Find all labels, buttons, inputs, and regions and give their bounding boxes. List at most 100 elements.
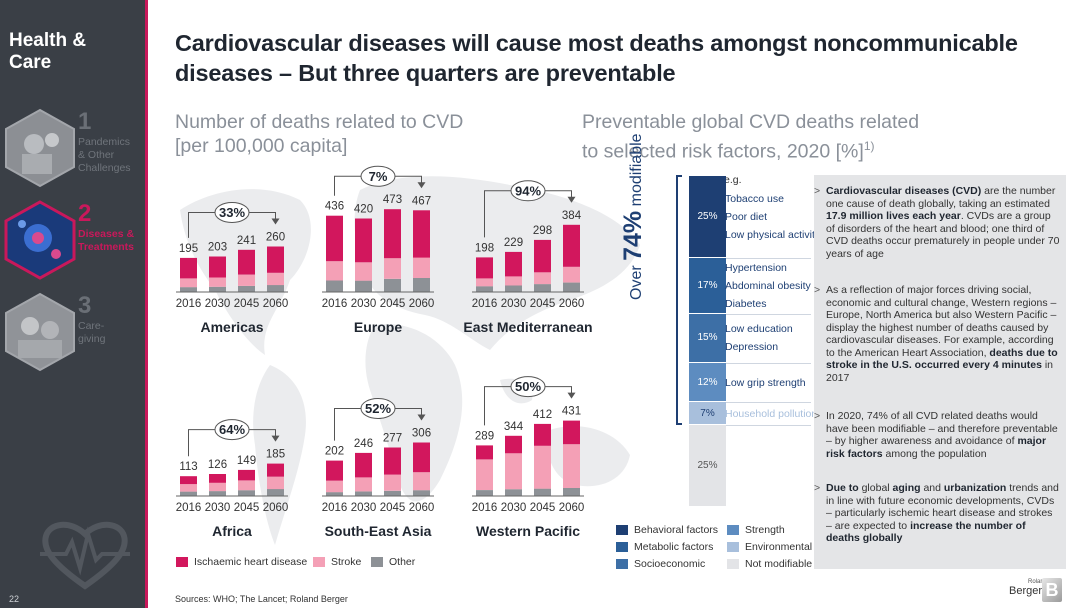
legend-swatch [176, 557, 188, 567]
right-subtitle: Preventable global CVD deaths related to… [582, 110, 919, 164]
risk-segment-environmental [689, 402, 726, 425]
sidebar-item-diseases[interactable]: 2 Diseases & Treatments [4, 200, 144, 280]
sidebar-item-label: Pandemics & Other Challenges [78, 136, 131, 174]
risk-factor-label: Abdominal obesity [725, 279, 811, 292]
risk-factor-label: Low physical activity [725, 229, 821, 241]
region-name: Western Pacific [476, 523, 580, 539]
bar-ischaemic-heart-disease [534, 423, 551, 446]
growth-badge [360, 397, 396, 419]
risk-separator [726, 402, 811, 404]
bar-total-label: 185 [266, 449, 285, 461]
bar-other [505, 489, 522, 496]
bar-stroke [326, 480, 343, 493]
x-tick-label: 2016 [322, 298, 348, 310]
risk-legend-item: Socioeconomic [616, 558, 705, 570]
footnote-marker: 1) [863, 139, 875, 153]
heartbeat-icon [40, 521, 130, 590]
region-name: Africa [212, 523, 252, 539]
sidebar-item-label: Diseases & Treatments [78, 228, 135, 253]
x-tick-label: 2045 [234, 298, 260, 310]
legend-swatch [616, 559, 628, 569]
bar-ischaemic-heart-disease [180, 257, 197, 279]
x-tick-label: 2030 [501, 298, 527, 310]
legend-label: Strength [745, 524, 785, 536]
bar-stroke [180, 484, 197, 492]
bar-stroke [355, 262, 372, 281]
risk-legend-item: Behavioral factors [616, 524, 718, 536]
bar-ischaemic-heart-disease [476, 445, 493, 460]
bar-ischaemic-heart-disease [413, 210, 430, 258]
bar-total-label: 277 [383, 433, 402, 445]
sidebar: Health & Care 1 Pandemics & Other Challe… [0, 0, 145, 608]
bar-ischaemic-heart-disease [267, 246, 284, 273]
bar-total-label: 420 [354, 204, 373, 216]
sidebar-item-caregiving[interactable]: 3 Care- giving [4, 292, 144, 372]
x-tick-label: 2060 [559, 502, 585, 514]
growth-label: 33% [219, 205, 245, 220]
note-text: Due to global aging and urbanization tre… [826, 482, 1059, 544]
bar-other [326, 280, 343, 292]
risk-factor-label: Poor diet [725, 211, 768, 223]
risk-segment-pct: 12% [697, 376, 718, 388]
bar-total-label: 473 [383, 194, 402, 206]
legend-ischaemic: Ischaemic heart disease [176, 556, 307, 568]
modifiable-label: Over 74% modifiable [619, 133, 648, 300]
growth-label: 7% [369, 169, 388, 184]
bar-other [267, 285, 284, 292]
bullet-arrow-icon: > [814, 185, 821, 197]
x-tick-label: 2016 [472, 502, 498, 514]
bar-other [238, 285, 255, 292]
risk-segment-socioeconomic [689, 313, 726, 362]
legend-label: Behavioral factors [634, 524, 719, 536]
region-name: East Mediterranean [463, 319, 592, 335]
bar-total-label: 203 [208, 242, 227, 254]
sidebar-item-number: 1 [78, 108, 92, 135]
bar-ischaemic-heart-disease [326, 460, 343, 481]
bar-other [384, 278, 401, 292]
bar-stroke [384, 474, 401, 491]
bar-other [476, 286, 493, 292]
note-item: > In 2020, 74% of all CVD related deaths … [814, 410, 1060, 460]
x-tick-label: 2045 [380, 502, 406, 514]
bar-ischaemic-heart-disease [563, 224, 580, 267]
risk-factor-label: Household pollution [725, 407, 818, 420]
risk-factor-label: Low grip strength [725, 376, 806, 389]
risk-separator [726, 258, 811, 259]
risk-factor-label: Low education [725, 323, 793, 336]
bar-stroke [534, 272, 551, 285]
bar-other [209, 286, 226, 293]
risk-segment-not-modifiable [689, 425, 726, 507]
bar-ischaemic-heart-disease [238, 249, 255, 275]
bar-stroke [384, 258, 401, 279]
modifiable-suffix: modifiable [628, 133, 645, 207]
risk-separator [726, 313, 811, 315]
region-charts: 195 2016 203 2030 241 2045 260 2060 33% Americas 4… [176, 165, 593, 539]
legend-label: Environmental [745, 541, 813, 553]
legend-stroke: Stroke [313, 556, 361, 568]
risk-legend-item: Strength [727, 524, 785, 536]
bar-ischaemic-heart-disease [413, 442, 430, 473]
bar-other [384, 490, 401, 497]
bar-other [413, 490, 430, 496]
region-name: Americas [200, 319, 263, 335]
growth-badge [510, 180, 546, 202]
risk-segment-behavioral-factors [689, 176, 726, 257]
bar-total-label: 198 [475, 242, 494, 254]
bar-stroke [413, 472, 430, 491]
growth-badge [214, 419, 250, 441]
bar-stroke [505, 453, 522, 490]
bar-total-label: 431 [562, 406, 581, 418]
growth-arrowhead [417, 414, 426, 421]
notes-panel [814, 175, 1066, 569]
bar-other [209, 491, 226, 496]
risk-segment-pct: 25% [697, 460, 718, 472]
risk-separator [726, 425, 811, 427]
eg-label: e.g. [724, 174, 742, 186]
legend-swatch [727, 525, 739, 535]
bar-total-label: 306 [412, 428, 431, 440]
growth-label: 50% [515, 379, 541, 394]
x-tick-label: 2030 [351, 502, 377, 514]
bar-ischaemic-heart-disease [326, 215, 343, 262]
region-name: Europe [354, 319, 402, 335]
sidebar-item-pandemics[interactable]: 1 Pandemics & Other Challenges [4, 108, 144, 188]
